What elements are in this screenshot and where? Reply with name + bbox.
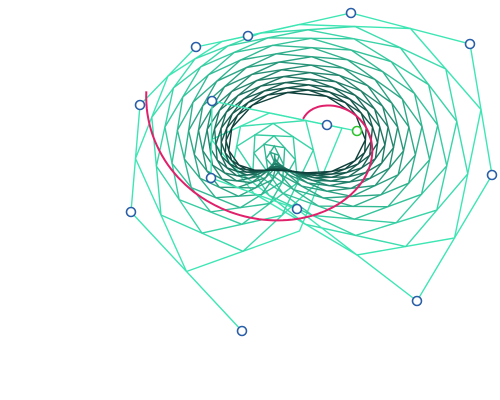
selected-control-point[interactable] <box>351 125 363 137</box>
limit-curve <box>145 91 374 222</box>
iteration-polygon <box>151 25 469 253</box>
control-point[interactable] <box>321 119 333 131</box>
control-point[interactable] <box>190 41 202 53</box>
iteration-polygon <box>193 56 410 198</box>
iteration-polygon <box>187 53 417 199</box>
control-point[interactable] <box>345 7 357 19</box>
control-point[interactable] <box>125 206 137 218</box>
control-point[interactable] <box>242 30 254 42</box>
iteration-polygon <box>209 71 389 183</box>
iteration-polygon <box>213 75 386 182</box>
control-point[interactable] <box>486 169 498 181</box>
iteration-polygon <box>215 78 381 179</box>
iteration-polygon <box>155 29 458 237</box>
control-point[interactable] <box>205 172 217 184</box>
control-polygon <box>130 12 493 332</box>
control-point[interactable] <box>464 38 476 50</box>
iteration-polygon <box>183 46 423 208</box>
iteration-polygon <box>206 69 395 187</box>
iteration-polygon <box>228 91 367 174</box>
iteration-polygon <box>171 37 439 220</box>
control-point[interactable] <box>291 203 303 215</box>
control-point[interactable] <box>236 325 248 337</box>
control-point[interactable] <box>411 295 423 307</box>
iteration-polygons <box>130 12 493 332</box>
control-point[interactable] <box>206 95 218 107</box>
control-point[interactable] <box>134 99 146 111</box>
control-points[interactable] <box>125 7 498 337</box>
